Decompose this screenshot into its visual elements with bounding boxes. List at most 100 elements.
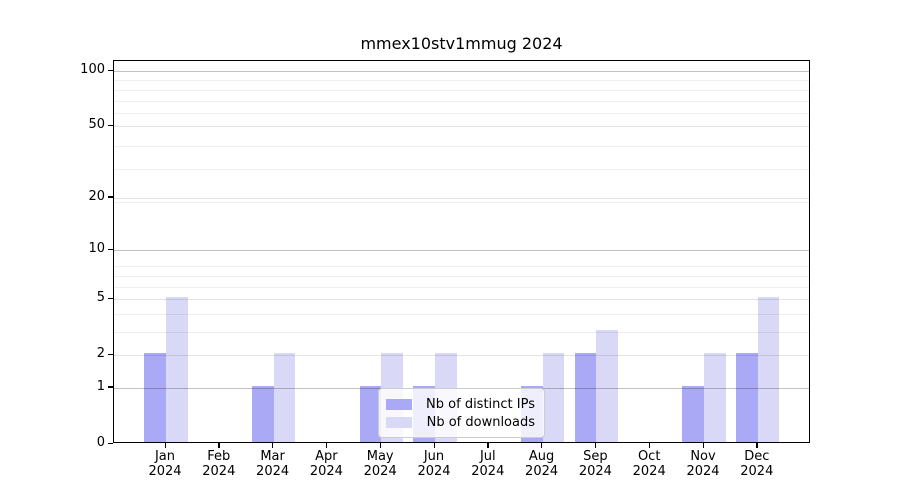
bar-dec-downloads [757, 297, 780, 442]
x-tick-oct [648, 443, 650, 448]
bar-sep-downloads [596, 329, 618, 442]
bar-jan-distinct-ips [144, 353, 166, 442]
x-tick-label-apr: Apr 2024 [294, 449, 358, 479]
gridline-50 [114, 126, 809, 128]
minor-gridline-89 [114, 80, 809, 82]
y-tick-100 [108, 69, 113, 71]
minor-gridline-3 [114, 331, 809, 333]
y-tick-label-20: 20 [88, 188, 105, 204]
x-tick-month-oct: Oct [637, 449, 661, 464]
x-tick-year-dec: 2024 [740, 464, 774, 479]
x-tick-year-aug: 2024 [525, 464, 559, 479]
x-tick-month-nov: Nov [690, 449, 716, 464]
major-gridline-100 [114, 71, 809, 72]
x-tick-month-aug: Aug [528, 449, 555, 464]
minor-gridline-39 [114, 145, 809, 147]
x-tick-month-may: May [366, 449, 394, 464]
x-tick-year-nov: 2024 [686, 464, 720, 479]
bar-mar-downloads [273, 353, 296, 442]
bar-nov-downloads [704, 353, 726, 442]
minor-gridline-59 [114, 113, 809, 115]
x-tick-month-feb: Feb [207, 449, 231, 464]
y-tick-20 [108, 196, 113, 198]
minor-gridline-6 [114, 286, 809, 288]
y-tick-label-1: 1 [96, 378, 105, 394]
x-tick-label-oct: Oct 2024 [617, 449, 681, 479]
minor-gridline-7 [114, 275, 809, 277]
bar-dec-distinct-ips [736, 353, 758, 442]
x-tick-label-nov: Nov 2024 [671, 449, 735, 479]
x-tick-year-oct: 2024 [632, 464, 666, 479]
x-tick-nov [702, 443, 704, 448]
y-tick-label-10: 10 [88, 241, 105, 257]
x-tick-may [379, 443, 381, 448]
x-tick-year-may: 2024 [363, 464, 397, 479]
x-tick-month-jun: Jun [423, 449, 445, 464]
legend-item-downloads: Nb of downloads [386, 413, 535, 431]
y-tick-2 [108, 353, 113, 355]
x-tick-label-feb: Feb 2024 [187, 449, 251, 479]
x-tick-sep [594, 443, 597, 448]
x-tick-label-jan: Jan 2024 [133, 449, 197, 479]
gridline-5 [114, 299, 809, 301]
x-tick-month-mar: Mar [260, 449, 285, 464]
legend-item-distinct-ips: Nb of distinct IPs [386, 395, 535, 413]
legend: Nb of distinct IPs Nb of downloads [378, 388, 545, 438]
x-tick-year-jan: 2024 [148, 464, 182, 479]
x-tick-apr [325, 443, 328, 448]
x-tick-jun [433, 443, 435, 448]
x-tick-year-feb: 2024 [202, 464, 236, 479]
x-tick-jul [487, 443, 489, 448]
y-tick-label-0: 0 [96, 435, 105, 450]
x-tick-year-sep: 2024 [578, 464, 612, 479]
x-tick-label-dec: Dec 2024 [725, 449, 789, 479]
y-tick-10 [108, 248, 113, 250]
x-tick-year-apr: 2024 [309, 464, 343, 479]
y-tick-label-5: 5 [96, 290, 105, 306]
legend-label-distinct-ips: Nb of distinct IPs [426, 396, 535, 412]
x-tick-label-sep: Sep 2024 [563, 449, 627, 479]
x-tick-year-jul: 2024 [471, 464, 505, 479]
y-tick-1 [108, 386, 113, 388]
legend-label-downloads: Nb of downloads [426, 414, 535, 430]
major-gridline-10 [114, 250, 809, 252]
y-tick-label-50: 50 [88, 117, 105, 133]
chart-title: mmex10stv1mmug 2024 [360, 34, 563, 53]
minor-gridline-19 [114, 201, 809, 203]
x-tick-month-jul: Jul [479, 449, 496, 464]
y-tick-0 [108, 442, 113, 444]
bar-may-distinct-ips [359, 385, 382, 442]
bar-aug-downloads [542, 353, 565, 442]
bar-jan-downloads [166, 297, 188, 442]
x-tick-aug [541, 443, 543, 448]
minor-gridline-8 [114, 266, 809, 268]
bar-mar-distinct-ips [252, 385, 274, 442]
x-tick-label-jun: Jun 2024 [402, 449, 466, 479]
minor-gridline-4 [114, 313, 809, 315]
bar-sep-distinct-ips [574, 353, 597, 442]
x-tick-jan [164, 443, 166, 448]
bar-nov-distinct-ips [682, 385, 704, 442]
gridline-2 [114, 355, 809, 357]
x-tick-month-jan: Jan [154, 449, 176, 464]
x-tick-month-apr: Apr [315, 449, 338, 464]
y-tick-5 [108, 297, 113, 299]
x-tick-label-aug: Aug 2024 [510, 449, 574, 479]
y-tick-label-100: 100 [80, 62, 105, 77]
legend-swatch-distinct-ips [386, 398, 412, 410]
x-tick-label-jul: Jul 2024 [456, 449, 520, 479]
x-tick-year-mar: 2024 [256, 464, 290, 479]
x-tick-feb [218, 443, 220, 448]
x-tick-label-mar: Mar 2024 [241, 449, 305, 479]
minor-gridline-29 [114, 169, 809, 171]
x-tick-year-jun: 2024 [417, 464, 451, 479]
x-tick-label-may: May 2024 [348, 449, 412, 479]
y-tick-label-2: 2 [96, 346, 105, 362]
minor-gridline-79 [114, 89, 809, 91]
gridline-20 [114, 197, 809, 199]
plot-area [113, 60, 810, 443]
x-tick-mar [272, 443, 274, 448]
x-tick-month-sep: Sep [583, 449, 608, 464]
minor-gridline-69 [114, 100, 809, 102]
